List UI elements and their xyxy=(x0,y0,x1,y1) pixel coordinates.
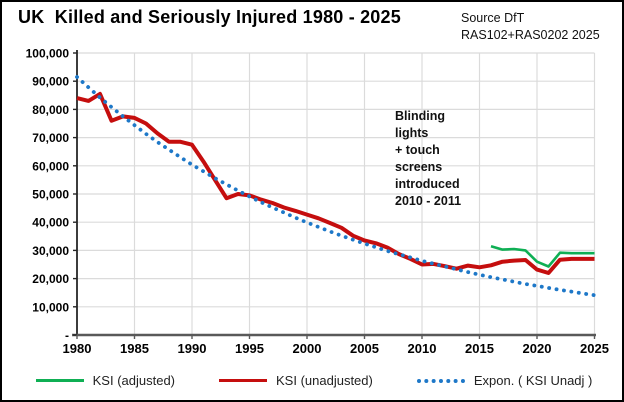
chart-source: Source DfT RAS102+RAS0202 2025 xyxy=(461,11,600,42)
y-tick-label: 10,000 xyxy=(32,300,69,314)
y-tick-label: 50,000 xyxy=(32,188,69,202)
x-tick-label: 2010 xyxy=(408,341,437,356)
legend-swatch-ksi-adjusted xyxy=(35,379,84,382)
y-tick-label: 40,000 xyxy=(32,216,69,230)
legend-item-ksi-adjusted: KSI (adjusted) xyxy=(35,373,176,388)
x-tick-label: 1980 xyxy=(63,341,92,356)
y-tick-label: 70,000 xyxy=(32,131,69,145)
y-tick-label: 100,000 xyxy=(26,47,70,61)
x-tick-label: 2020 xyxy=(523,341,552,356)
chart-title: UK Killed and Seriously Injured 1980 - 2… xyxy=(18,7,401,27)
legend-item-ksi-unadjusted: KSI (unadjusted) xyxy=(219,373,373,388)
y-tick-label: 20,000 xyxy=(32,272,69,286)
series-ksi-unadjusted xyxy=(76,91,595,275)
x-tick-label: 2005 xyxy=(350,341,379,356)
legend-label-ksi-adjusted: KSI (adjusted) xyxy=(92,373,176,388)
y-tick-label: 80,000 xyxy=(32,103,69,117)
legend-label-ksi-unadjusted: KSI (unadjusted) xyxy=(276,373,373,388)
x-tick-label: 2015 xyxy=(465,341,494,356)
y-tick-label: 90,000 xyxy=(32,75,69,89)
y-tick-label: 30,000 xyxy=(32,244,69,258)
x-tick-label: 2000 xyxy=(293,341,322,356)
chart-annotation: Blinding lights + touch screens introduc… xyxy=(395,109,462,208)
x-tick-label: 2025 xyxy=(580,341,609,356)
y-tick-label: 60,000 xyxy=(32,159,69,173)
y-tick-label: - xyxy=(65,329,69,343)
chart-legend: KSI (adjusted) KSI (unadjusted) Expon. ( K… xyxy=(2,373,622,388)
x-tick-label: 1985 xyxy=(120,341,149,356)
legend-item-expon-ksi-unadj: Expon. ( KSI Unadj ) xyxy=(416,373,593,388)
x-tick-label: 1995 xyxy=(235,341,264,356)
legend-label-expon-ksi-unadj: Expon. ( KSI Unadj ) xyxy=(473,373,593,388)
x-tick-label: 1990 xyxy=(178,341,207,356)
legend-swatch-expon-ksi-unadj xyxy=(416,378,465,383)
legend-swatch-ksi-unadjusted xyxy=(219,379,268,382)
series-ksi-adjusted xyxy=(490,244,595,268)
